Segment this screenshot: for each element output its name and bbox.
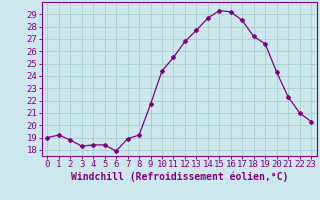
X-axis label: Windchill (Refroidissement éolien,°C): Windchill (Refroidissement éolien,°C) (70, 172, 288, 182)
